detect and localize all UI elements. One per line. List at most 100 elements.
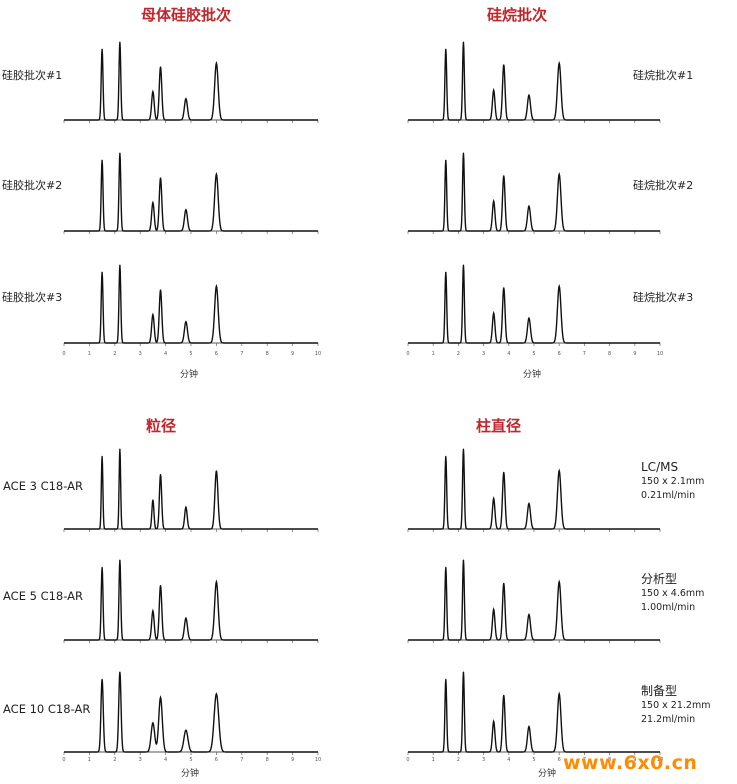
chromatogram-peak xyxy=(215,470,217,472)
chromatogram-peak xyxy=(160,66,162,68)
axis-tick-label: 5 xyxy=(189,351,192,357)
trace-label-silica-batch-2: 硅胶批次#2 xyxy=(2,179,63,192)
chromatogram-trace xyxy=(64,559,318,641)
axis-tick-label: 3 xyxy=(482,351,485,357)
chromatogram-peak xyxy=(493,497,495,499)
chromatogram-peak xyxy=(101,566,103,568)
chromatogram-peak xyxy=(493,312,495,314)
axis-tick-label: 1 xyxy=(88,351,91,357)
trace-label-analytical-name: 分析型 xyxy=(641,572,678,586)
chromatogram-peak xyxy=(101,678,103,680)
chromatogram-peak xyxy=(152,91,154,93)
axis-tick-label: 8 xyxy=(608,351,611,357)
chromatogram-peak xyxy=(445,48,447,50)
axis-tick-label: 0 xyxy=(62,351,65,357)
chromatogram-peak xyxy=(503,471,505,473)
chromatogram-peak xyxy=(215,581,217,583)
chromatogram-peak xyxy=(503,175,505,177)
axis-tick-label: 4 xyxy=(507,757,510,763)
chromatogram-peak xyxy=(160,289,162,291)
chromatogram-trace xyxy=(64,671,318,753)
chromatogram-peak xyxy=(558,173,560,175)
chromatogram-peak xyxy=(462,671,464,673)
axis-tick-label: 9 xyxy=(291,351,294,357)
trace-label-preparative: 制备型 150 x 21.2mm 21.2ml/min xyxy=(641,684,710,727)
axis-tick-label: 5 xyxy=(532,351,535,357)
chromatogram-peak xyxy=(558,693,560,695)
chromatogram-peak xyxy=(215,173,217,175)
trace-label-lcms: LC/MS 150 x 2.1mm 0.21ml/min xyxy=(641,460,704,503)
axis-tick-label: 6 xyxy=(558,757,561,763)
chromatogram-peak xyxy=(558,581,560,583)
trace-label-ace10: ACE 10 C18-AR xyxy=(3,702,91,716)
axis-tick-label: 10 xyxy=(315,757,321,763)
chromatogram-peak xyxy=(528,317,530,319)
axis-tick-label: 1 xyxy=(432,757,435,763)
trace-label-analytical-column: 150 x 4.6mm xyxy=(641,588,705,599)
chromatogram-peak xyxy=(462,264,464,266)
chromatogram-peak xyxy=(119,41,121,43)
chromatogram-peak xyxy=(503,64,505,66)
axis-tick-label: 2 xyxy=(457,351,460,357)
axis-tick-label: 7 xyxy=(240,351,243,357)
trace-label-silica-batch-3: 硅胶批次#3 xyxy=(2,291,63,304)
chromatogram-peak xyxy=(185,98,187,100)
chromatogram-trace xyxy=(64,152,318,232)
axis-tick-label: 8 xyxy=(266,757,269,763)
chromatogram-peak xyxy=(462,152,464,154)
chromatogram-peak xyxy=(462,448,464,450)
chromatogram-peak xyxy=(493,89,495,91)
trace-label-analytical: 分析型 150 x 4.6mm 1.00ml/min xyxy=(641,572,704,615)
panel-title-column-diameter: 柱直径 xyxy=(476,417,522,435)
chromatogram-peak xyxy=(215,693,217,695)
axis-tick-label: 10 xyxy=(657,757,663,763)
axis-tick-label: 7 xyxy=(583,757,586,763)
axis-tick-label: 6 xyxy=(558,351,561,357)
chromatogram-peak xyxy=(152,499,154,501)
axis-tick-label: 4 xyxy=(507,351,510,357)
trace-label-ace3: ACE 3 C18-AR xyxy=(3,479,84,493)
axis-tick-label: 3 xyxy=(139,757,142,763)
axis-tick-label: 1 xyxy=(432,351,435,357)
chromatogram-peak xyxy=(101,455,103,457)
chromatogram-trace xyxy=(64,448,318,530)
axis-tick-label: 7 xyxy=(583,351,586,357)
chromatogram-trace xyxy=(408,559,660,641)
axis-tick-label: 2 xyxy=(113,757,116,763)
axis-tick-label: 10 xyxy=(315,351,321,357)
axis-tick-label: 1 xyxy=(88,757,91,763)
x-axis-label-silane-batch: 分钟 xyxy=(523,370,542,380)
chromatogram-peak xyxy=(152,610,154,612)
chromatogram-peak xyxy=(445,159,447,161)
chromatogram-peak xyxy=(528,94,530,96)
chromatogram-peak xyxy=(160,473,162,475)
chromatogram-trace xyxy=(64,264,318,344)
chromatogram-peak xyxy=(528,726,530,728)
panel-title-silica-batch: 母体硅胶批次 xyxy=(141,6,232,24)
axis-tick-label: 0 xyxy=(406,757,409,763)
chromatogram-peak xyxy=(185,321,187,323)
chromatogram-peak xyxy=(152,722,154,724)
chromatogram-peak xyxy=(185,506,187,508)
watermark-text: www.6x0.cn xyxy=(563,752,698,774)
chromatogram-peak xyxy=(558,470,560,472)
axis-tick-label: 5 xyxy=(189,757,192,763)
chromatogram-trace xyxy=(408,448,660,530)
chromatogram-peak xyxy=(462,41,464,43)
axis-tick-label: 4 xyxy=(164,351,167,357)
axis-tick-label: 8 xyxy=(608,757,611,763)
panel-title-silane-batch: 硅烷批次 xyxy=(487,6,548,24)
chromatogram-peak xyxy=(445,455,447,457)
chromatogram-peak xyxy=(119,671,121,673)
chromatogram-peak xyxy=(119,448,121,450)
axis-tick-label: 8 xyxy=(266,351,269,357)
chromatogram-peak xyxy=(119,264,121,266)
axis-tick-label: 2 xyxy=(457,757,460,763)
chromatogram-peak xyxy=(528,503,530,505)
chromatogram-peak xyxy=(185,209,187,211)
trace-label-ace5: ACE 5 C18-AR xyxy=(3,589,84,603)
panel-title-particle-size: 粒径 xyxy=(146,417,177,435)
chromatogram-peak xyxy=(493,200,495,202)
chromatogram-peak xyxy=(445,678,447,680)
